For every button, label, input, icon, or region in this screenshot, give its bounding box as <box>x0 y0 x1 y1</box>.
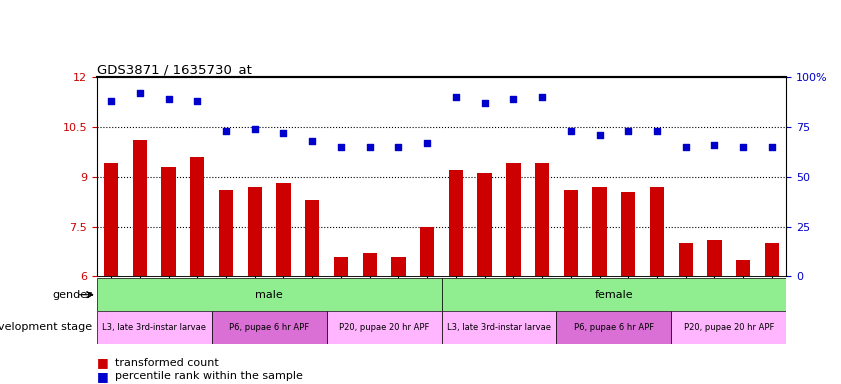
Bar <box>442 278 786 311</box>
Point <box>679 144 692 150</box>
Bar <box>97 278 442 311</box>
Bar <box>535 163 549 276</box>
Bar <box>362 253 377 276</box>
Point <box>478 100 491 106</box>
Point <box>765 144 779 150</box>
Point <box>191 98 204 104</box>
Point <box>506 96 520 102</box>
Bar <box>650 187 664 276</box>
Point <box>392 144 405 150</box>
Bar <box>563 190 578 276</box>
Point <box>536 94 549 100</box>
Bar <box>557 311 671 344</box>
Point <box>248 126 262 132</box>
Bar <box>212 311 326 344</box>
Bar <box>334 257 348 276</box>
Point <box>363 144 377 150</box>
Point <box>277 130 290 136</box>
Point <box>593 132 606 138</box>
Point <box>161 96 175 102</box>
Bar <box>133 140 147 276</box>
Bar <box>442 311 557 344</box>
Text: P6, pupae 6 hr APF: P6, pupae 6 hr APF <box>574 323 654 332</box>
Bar <box>478 173 492 276</box>
Text: ■: ■ <box>97 356 113 369</box>
Point <box>305 137 319 144</box>
Point <box>334 144 347 150</box>
Point <box>737 144 750 150</box>
Point <box>133 90 146 96</box>
Bar <box>707 240 722 276</box>
Bar <box>277 183 291 276</box>
Text: percentile rank within the sample: percentile rank within the sample <box>115 371 303 381</box>
Bar <box>621 192 636 276</box>
Point <box>104 98 118 104</box>
Bar <box>592 187 606 276</box>
Text: transformed count: transformed count <box>115 358 219 368</box>
Text: P20, pupae 20 hr APF: P20, pupae 20 hr APF <box>684 323 774 332</box>
Point <box>449 94 463 100</box>
Text: GDS3871 / 1635730_at: GDS3871 / 1635730_at <box>97 63 251 76</box>
Text: L3, late 3rd-instar larvae: L3, late 3rd-instar larvae <box>447 323 551 332</box>
Bar <box>247 187 262 276</box>
Text: female: female <box>595 290 633 300</box>
Point <box>564 127 578 134</box>
Bar <box>97 311 212 344</box>
Text: male: male <box>256 290 283 300</box>
Bar <box>326 311 442 344</box>
Bar <box>391 257 405 276</box>
Point <box>708 142 722 148</box>
Point <box>420 140 434 146</box>
Bar <box>305 200 320 276</box>
Bar <box>449 170 463 276</box>
Text: ■: ■ <box>97 370 113 383</box>
Bar <box>679 243 693 276</box>
Point <box>220 127 233 134</box>
Bar <box>420 227 434 276</box>
Bar <box>219 190 233 276</box>
Text: P20, pupae 20 hr APF: P20, pupae 20 hr APF <box>339 323 429 332</box>
Bar <box>764 243 779 276</box>
Text: development stage: development stage <box>0 322 93 333</box>
Bar <box>190 157 204 276</box>
Bar <box>506 163 521 276</box>
Bar <box>161 167 176 276</box>
Bar <box>736 260 750 276</box>
Text: gender: gender <box>53 290 93 300</box>
Point <box>650 127 664 134</box>
Bar <box>104 163 119 276</box>
Text: L3, late 3rd-instar larvae: L3, late 3rd-instar larvae <box>103 323 206 332</box>
Point <box>621 127 635 134</box>
Bar <box>671 311 786 344</box>
Text: P6, pupae 6 hr APF: P6, pupae 6 hr APF <box>229 323 309 332</box>
